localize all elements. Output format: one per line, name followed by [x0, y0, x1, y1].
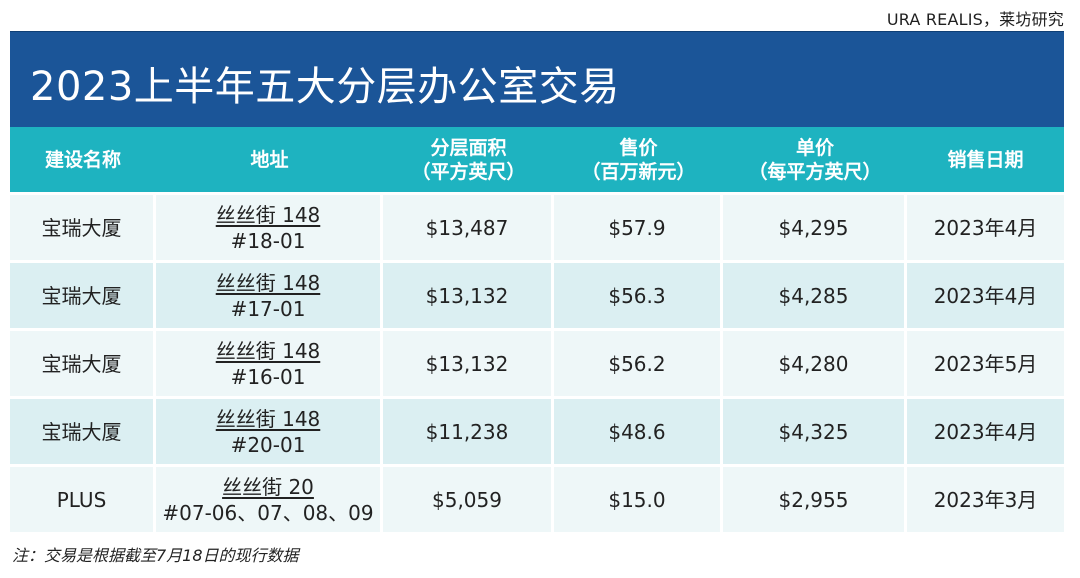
cell-unit-price: $4,285: [723, 263, 907, 331]
header-price: 售价 （百万新元）: [554, 127, 723, 195]
cell-unit-price: $4,295: [723, 195, 907, 263]
header-area: 分层面积 （平方英尺）: [383, 127, 554, 195]
cell-area: $5,059: [383, 467, 554, 535]
title-banner: 2023上半年五大分层办公室交易: [10, 31, 1064, 128]
cell-area: $13,132: [383, 263, 554, 331]
table-row: 宝瑞大厦 丝丝街 148 #18-01 $13,487 $57.9 $4,295 …: [10, 195, 1064, 263]
cell-area: $13,487: [383, 195, 554, 263]
cell-date: 2023年5月: [907, 331, 1064, 399]
cell-price: $15.0: [554, 467, 723, 535]
transactions-table: 建设名称 地址 分层面积 （平方英尺） 售价 （百万新元） 单价 （每平方英尺） 销售…: [10, 127, 1064, 535]
cell-date: 2023年4月: [907, 195, 1064, 263]
cell-building: 宝瑞大厦: [10, 195, 156, 263]
cell-address: 丝丝街 148 #18-01: [156, 195, 383, 263]
cell-area: $13,132: [383, 331, 554, 399]
table-row: 宝瑞大厦 丝丝街 148 #20-01 $11,238 $48.6 $4,325 …: [10, 399, 1064, 467]
footnote: 注：交易是根据截至7月18日的现行数据: [12, 546, 299, 565]
table-header-row: 建设名称 地址 分层面积 （平方英尺） 售价 （百万新元） 单价 （每平方英尺） 销售…: [10, 127, 1064, 195]
cell-unit-price: $4,280: [723, 331, 907, 399]
cell-address: 丝丝街 148 #20-01: [156, 399, 383, 467]
cell-address: 丝丝街 148 #16-01: [156, 331, 383, 399]
cell-building: PLUS: [10, 467, 156, 535]
header-address: 地址: [156, 127, 383, 195]
table-row: PLUS 丝丝街 20 #07-06、07、08、09 $5,059 $15.0 …: [10, 467, 1064, 535]
cell-price: $56.3: [554, 263, 723, 331]
source-credit: URA REALIS，莱坊研究: [886, 10, 1064, 29]
cell-date: 2023年4月: [907, 263, 1064, 331]
cell-date: 2023年3月: [907, 467, 1064, 535]
header-unit-price: 单价 （每平方英尺）: [723, 127, 907, 195]
table-row: 宝瑞大厦 丝丝街 148 #17-01 $13,132 $56.3 $4,285 …: [10, 263, 1064, 331]
cell-address: 丝丝街 148 #17-01: [156, 263, 383, 331]
cell-area: $11,238: [383, 399, 554, 467]
cell-date: 2023年4月: [907, 399, 1064, 467]
cell-building: 宝瑞大厦: [10, 263, 156, 331]
page-title: 2023上半年五大分层办公室交易: [30, 64, 620, 110]
cell-price: $57.9: [554, 195, 723, 263]
cell-unit-price: $4,325: [723, 399, 907, 467]
cell-address: 丝丝街 20 #07-06、07、08、09: [156, 467, 383, 535]
cell-unit-price: $2,955: [723, 467, 907, 535]
cell-price: $48.6: [554, 399, 723, 467]
cell-building: 宝瑞大厦: [10, 399, 156, 467]
table-row: 宝瑞大厦 丝丝街 148 #16-01 $13,132 $56.2 $4,280 …: [10, 331, 1064, 399]
cell-building: 宝瑞大厦: [10, 331, 156, 399]
header-date: 销售日期: [907, 127, 1064, 195]
cell-price: $56.2: [554, 331, 723, 399]
header-building: 建设名称: [10, 127, 156, 195]
